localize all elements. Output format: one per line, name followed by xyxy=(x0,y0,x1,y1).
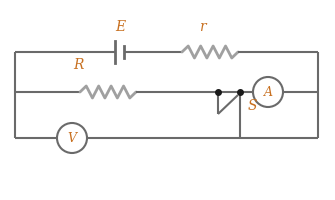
Circle shape xyxy=(57,123,87,153)
Text: A: A xyxy=(264,86,272,98)
Circle shape xyxy=(253,77,283,107)
Text: E: E xyxy=(115,20,125,34)
Text: r: r xyxy=(199,20,205,34)
Text: S: S xyxy=(248,99,258,113)
Text: V: V xyxy=(67,132,76,144)
Text: R: R xyxy=(73,58,83,72)
